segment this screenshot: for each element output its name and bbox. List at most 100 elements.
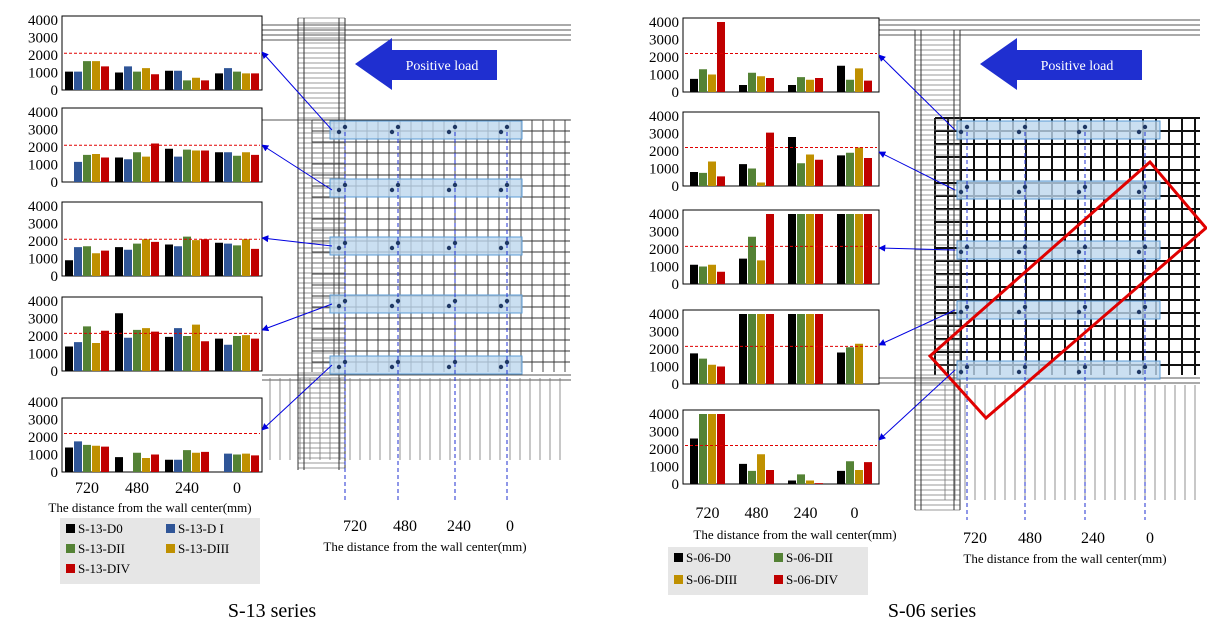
s13-load-label: Positive load — [406, 59, 479, 74]
y-tick-label: 4000 — [649, 307, 679, 323]
bar — [224, 152, 232, 182]
s06-gauge-point — [1142, 184, 1148, 190]
bar — [115, 313, 123, 371]
legends: S-13-D0 S-13-D I S-13-DII S-13-DIII S-13-DIV… — [60, 518, 868, 595]
bar — [766, 314, 774, 384]
bar — [74, 342, 82, 371]
bar — [142, 239, 150, 276]
s06-legend-bg — [668, 547, 868, 595]
bar — [233, 245, 241, 276]
bar — [192, 452, 200, 472]
y-tick-label: 1000 — [28, 158, 58, 174]
s13-gauge-point — [389, 303, 395, 309]
s06-gauge-point — [1082, 124, 1088, 130]
s06-gauge-point — [964, 304, 970, 310]
bar — [815, 314, 823, 384]
bar — [815, 159, 823, 186]
bar — [757, 182, 765, 186]
s13-gauge-point — [498, 364, 504, 370]
bar — [739, 164, 747, 186]
y-tick-label: 1000 — [649, 360, 679, 376]
bar — [757, 76, 765, 92]
bar — [797, 77, 805, 92]
bar — [151, 143, 159, 182]
s06-drawing-axis-label: The distance from the wall center(mm) — [963, 551, 1166, 566]
bar — [101, 157, 109, 182]
s06-gauge-point — [1136, 369, 1142, 375]
bar — [739, 85, 747, 92]
bar — [846, 152, 854, 186]
s13-gauge-point — [336, 303, 342, 309]
bar — [739, 314, 747, 384]
bar — [788, 85, 796, 92]
bar — [83, 326, 91, 371]
bar — [864, 214, 872, 284]
connector-arrow — [261, 303, 333, 332]
bar — [192, 150, 200, 182]
s13-legend-label: S-13-DII — [78, 541, 125, 556]
bar — [101, 330, 109, 371]
y-tick-label: 3000 — [649, 425, 679, 441]
y-tick-label: 2000 — [28, 430, 58, 446]
connector-arrow — [261, 144, 333, 191]
s06-gauge-point — [1022, 304, 1028, 310]
bar — [864, 462, 872, 484]
bar — [806, 480, 814, 484]
bar — [699, 266, 707, 284]
y-tick-label: 2000 — [28, 234, 58, 250]
connector-arrow — [878, 369, 956, 441]
bar — [717, 22, 725, 92]
bar — [174, 459, 182, 472]
bar — [224, 68, 232, 90]
s13-gauge-point — [498, 245, 504, 251]
bar — [699, 69, 707, 92]
bar — [92, 445, 100, 472]
s13-legend-swatch — [166, 524, 175, 533]
s13-gauge-point — [446, 129, 452, 135]
s06-gauge-point — [1016, 189, 1022, 195]
bar — [133, 152, 141, 182]
bar — [855, 147, 863, 186]
bar — [797, 163, 805, 186]
bar — [837, 352, 845, 384]
connector-arrow — [261, 51, 333, 131]
bar — [717, 366, 725, 384]
bar — [165, 459, 173, 472]
bar — [251, 338, 259, 371]
s13-legend-swatch — [166, 544, 175, 553]
bar — [757, 260, 765, 284]
x-tick-label: 0 — [233, 480, 241, 497]
y-tick-label: 4000 — [28, 395, 58, 411]
s06-gauge-point — [1016, 129, 1022, 135]
bar — [708, 364, 716, 384]
bar — [815, 78, 823, 92]
bar — [846, 79, 854, 92]
s13-gauge-point — [504, 124, 510, 130]
y-tick-label: 3000 — [28, 217, 58, 233]
s13-legend-swatch — [66, 544, 75, 553]
y-tick-label: 4000 — [649, 407, 679, 423]
s13-gauge-point — [446, 187, 452, 193]
bar — [142, 68, 150, 90]
bar — [65, 346, 73, 371]
s13-gauge-point — [389, 245, 395, 251]
bar — [133, 243, 141, 276]
s13-gauge-point — [342, 182, 348, 188]
s06-gauge-point — [1082, 244, 1088, 250]
bar — [115, 457, 123, 472]
bar — [815, 483, 823, 484]
bar — [766, 214, 774, 284]
drawing-tick-label: 240 — [1081, 530, 1105, 547]
s13-gauge-band — [329, 120, 523, 140]
bar — [837, 155, 845, 186]
bar — [74, 247, 82, 276]
bar-charts: 0100020003000400001000200030004000010002… — [28, 13, 1154, 547]
bar — [717, 176, 725, 186]
y-tick-label: 2000 — [649, 242, 679, 258]
s06-gauge-point — [958, 249, 964, 255]
s13-legend: S-13-D0 S-13-D I S-13-DII S-13-DIII S-13-DIV — [60, 518, 260, 584]
s06-legend-swatch — [774, 553, 783, 562]
